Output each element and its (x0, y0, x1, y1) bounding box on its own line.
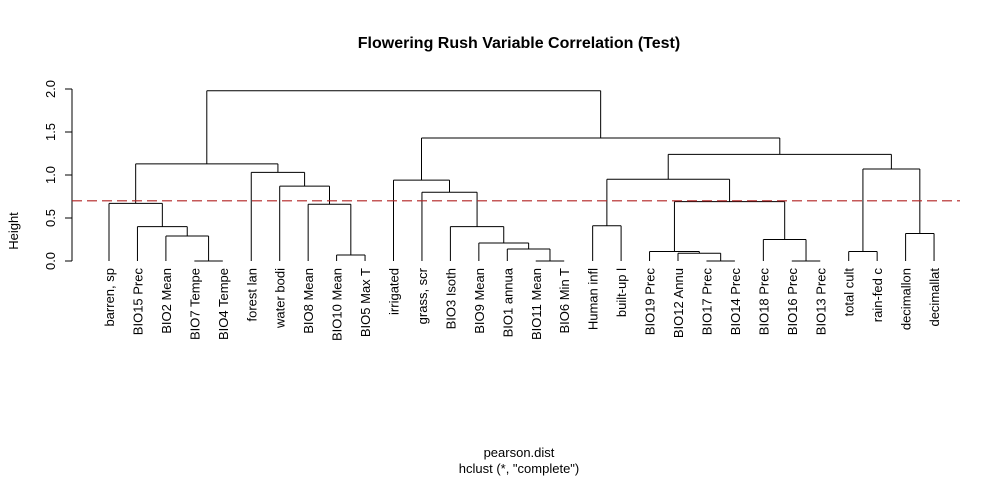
leaf-label: BIO11 Mean (529, 268, 544, 340)
leaf-label: decimallon (899, 268, 914, 330)
leaf-label: BIO2 Mean (159, 268, 174, 334)
leaf-label: BIO6 Min T (557, 268, 572, 334)
leaf-label: BIO3 Isoth (443, 268, 458, 329)
leaf-label: BIO4 Tempe (216, 268, 231, 340)
leaf-label: BIO7 Tempe (187, 268, 202, 340)
y-axis: 0.0 0.5 1.0 1.5 2.0 (43, 80, 73, 270)
leaf-labels: barren, sp BIO15 Prec BIO2 Mean BIO7 Tempe B… (102, 267, 942, 341)
y-tick-label: 0.0 (43, 252, 58, 270)
leaf-label: irrigated (387, 268, 402, 315)
dendrogram-tree (108, 90, 935, 262)
leaf-label: BIO5 Max T (358, 268, 373, 337)
leaf-label: BIO18 Prec (756, 268, 771, 336)
leaf-label: BIO19 Prec (643, 268, 658, 336)
x-axis-label: pearson.dist (484, 445, 555, 460)
y-axis-label: Height (6, 212, 21, 250)
leaf-label: water bodi (273, 268, 288, 329)
y-tick-label: 1.0 (43, 166, 58, 184)
leaf-label: built-up l (614, 268, 629, 317)
leaf-label: grass, scr (415, 267, 430, 324)
leaf-label: BIO13 Prec (813, 268, 828, 336)
x-axis-sublabel: hclust (*, "complete") (459, 461, 580, 476)
leaf-label: BIO16 Prec (785, 268, 800, 336)
leaf-label: BIO14 Prec (728, 268, 743, 336)
leaf-label: BIO9 Mean (472, 268, 487, 334)
leaf-label: total cult (842, 268, 857, 317)
leaf-label: barren, sp (102, 268, 117, 327)
y-tick-label: 0.5 (43, 209, 58, 227)
y-tick-label: 1.5 (43, 123, 58, 141)
leaf-label: BIO12 Annu (671, 268, 686, 338)
leaf-label: forest lan (244, 268, 259, 321)
leaf-label: BIO17 Prec (699, 268, 714, 336)
chart-title: Flowering Rush Variable Correlation (Tes… (358, 35, 680, 52)
leaf-label: BIO10 Mean (330, 268, 345, 341)
leaf-label: BIO15 Prec (130, 268, 145, 336)
leaf-label: BIO1 annua (500, 267, 515, 337)
leaf-label: rain-fed c (870, 268, 885, 323)
y-tick-label: 2.0 (43, 80, 58, 98)
leaf-label: decimallat (927, 268, 942, 327)
leaf-label: BIO8 Mean (301, 268, 316, 334)
leaf-label: Human infl (586, 268, 601, 330)
